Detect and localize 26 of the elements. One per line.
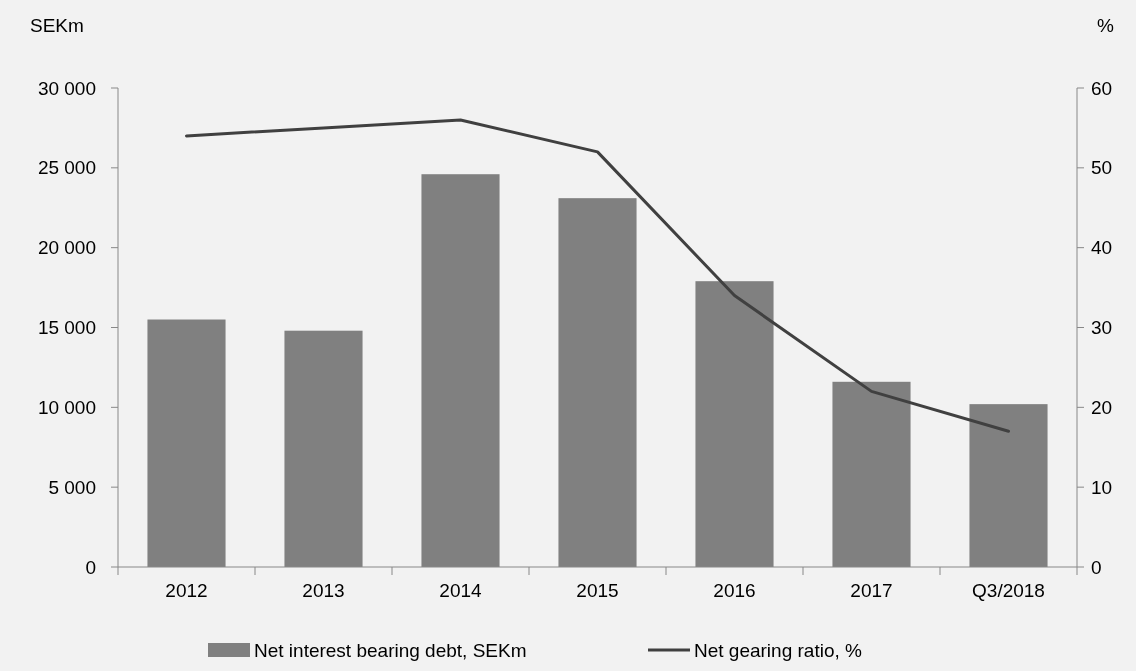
y2-tick-label: 50	[1091, 157, 1113, 179]
y2-tick-label: 30	[1091, 317, 1113, 339]
y-tick-label: 30 000	[37, 77, 96, 99]
y2-tick-label: 10	[1091, 476, 1113, 498]
y-tick-label: 0	[85, 556, 96, 578]
y-tick-label: 25 000	[37, 157, 96, 179]
y2-tick-label: 0	[1091, 556, 1102, 578]
y-tick-label: 15 000	[37, 317, 96, 339]
x-tick-label: 2013	[302, 580, 345, 601]
legend-label: Net interest bearing debt, SEKm	[254, 639, 527, 661]
x-tick-label: 2016	[713, 580, 756, 601]
y-tick-label: 5 000	[48, 476, 96, 498]
x-tick-label: 2012	[165, 580, 208, 601]
y2-tick-label: 40	[1091, 237, 1113, 259]
line-series	[185, 118, 1010, 433]
y2-tick-label: 60	[1091, 77, 1113, 99]
y2-tick-label: 20	[1091, 396, 1113, 418]
y2-axis-title: %	[1097, 15, 1114, 36]
x-tick-label: 2017	[850, 580, 893, 601]
legend-label: Net gearing ratio, %	[694, 639, 863, 661]
y-tick-label: 10 000	[37, 396, 96, 418]
x-tick-label: 2015	[576, 580, 619, 601]
x-tick-label: 2014	[439, 580, 483, 601]
x-tick-label: Q3/2018	[972, 580, 1045, 601]
y-axis-title: SEKm	[30, 15, 84, 36]
y-tick-label: 20 000	[37, 237, 96, 259]
